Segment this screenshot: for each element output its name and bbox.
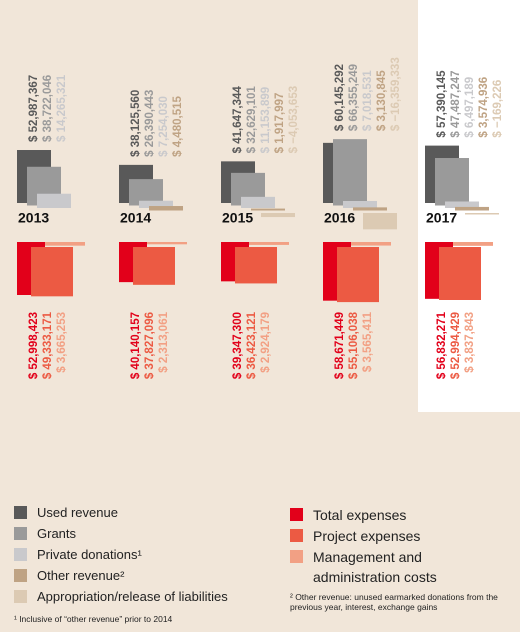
revenue-value-label: $ −16,359,333 bbox=[390, 57, 402, 131]
revenue-bar bbox=[363, 213, 397, 230]
legend-item: Used revenue bbox=[14, 505, 264, 520]
revenue-bar bbox=[241, 196, 275, 208]
revenue-bar bbox=[37, 193, 71, 208]
legend-label: Management and administration costs bbox=[313, 549, 437, 585]
revenue-bar bbox=[139, 200, 173, 208]
expense-bar bbox=[249, 242, 289, 245]
revenue-value-label: $ 38,722,046 bbox=[42, 75, 54, 142]
expense-value-label: $ 39,347,300 bbox=[232, 312, 244, 379]
footnote: ² Other revenue: unused earmarked donati… bbox=[290, 592, 498, 612]
expense-bar bbox=[235, 247, 277, 284]
legend-swatch bbox=[14, 590, 27, 603]
legend-item: Management and administration costs bbox=[290, 547, 460, 587]
year-label: 2014 bbox=[120, 210, 151, 226]
legend-label: Project expenses bbox=[313, 528, 421, 544]
revenue-bar bbox=[261, 213, 295, 218]
revenue-value-label: $ 4,480,515 bbox=[172, 96, 184, 157]
revenue-bar bbox=[333, 139, 367, 206]
expense-value-label: $ 2,313,061 bbox=[158, 311, 170, 372]
legend-item: Total expenses bbox=[290, 505, 460, 525]
expense-bar bbox=[453, 242, 493, 246]
legend-item: Project expenses bbox=[290, 526, 460, 546]
expense-bar bbox=[439, 247, 481, 300]
expense-value-label: $ 2,924,179 bbox=[260, 312, 272, 373]
revenue-value-label: $ 57,390,145 bbox=[436, 70, 448, 138]
revenue-value-label: $ −4,053,653 bbox=[288, 86, 300, 153]
revenue-value-label: $ 14,265,321 bbox=[56, 74, 68, 142]
expense-value-label: $ 55,106,038 bbox=[348, 311, 360, 379]
expense-value-label: $ 40,140,157 bbox=[130, 312, 142, 379]
legend-swatch bbox=[14, 569, 27, 582]
legend-swatch bbox=[14, 506, 27, 519]
revenue-value-label: $ 66,355,249 bbox=[348, 64, 360, 131]
revenue-bar bbox=[465, 213, 499, 215]
legend-item: Other revenue² bbox=[14, 568, 264, 583]
revenue-value-label: $ −169,226 bbox=[492, 80, 504, 138]
expense-bar bbox=[337, 247, 379, 303]
expense-value-label: $ 3,565,411 bbox=[362, 311, 374, 372]
expense-value-label: $ 36,423,121 bbox=[246, 311, 258, 379]
revenue-bar bbox=[353, 207, 387, 211]
legend-label: Grants bbox=[37, 526, 77, 541]
legend-item: Private donations¹ bbox=[14, 547, 264, 562]
revenue-value-label: $ 52,987,367 bbox=[28, 75, 40, 142]
expense-value-label: $ 56,832,271 bbox=[436, 311, 448, 379]
legend-swatch bbox=[14, 548, 27, 561]
revenue-bar bbox=[435, 158, 469, 206]
legend-label: Total expenses bbox=[313, 507, 407, 523]
revenue-value-label: $ 6,497,189 bbox=[464, 77, 476, 138]
expense-value-label: $ 52,994,429 bbox=[450, 312, 462, 379]
revenue-value-label: $ 3,130,845 bbox=[376, 70, 388, 131]
expense-value-label: $ 52,998,423 bbox=[28, 312, 40, 379]
revenue-value-label: $ 32,629,101 bbox=[246, 86, 258, 154]
footnote: ¹ Inclusive of “other revenue” prior to … bbox=[14, 614, 173, 624]
expense-value-label: $ 3,665,253 bbox=[56, 312, 68, 373]
legend-swatch bbox=[14, 527, 27, 540]
revenue-bar bbox=[149, 206, 183, 211]
revenue-value-label: $ 11,153,899 bbox=[260, 87, 272, 154]
year-label: 2013 bbox=[18, 210, 49, 226]
expense-bar bbox=[31, 247, 73, 297]
revenue-bar bbox=[455, 206, 489, 211]
expense-bar bbox=[45, 242, 85, 246]
revenue-value-label: $ 3,574,936 bbox=[478, 77, 490, 138]
expense-value-label: $ 58,671,449 bbox=[334, 312, 346, 379]
revenue-bar bbox=[445, 201, 479, 208]
expense-value-label: $ 37,827,096 bbox=[144, 312, 156, 379]
expense-bar bbox=[133, 247, 175, 285]
revenue-value-label: $ 7,018,531 bbox=[362, 70, 374, 131]
legend-label: Private donations¹ bbox=[37, 547, 142, 562]
expense-value-label: $ 49,333,171 bbox=[42, 311, 54, 379]
revenue-value-label: $ 26,390,443 bbox=[144, 90, 156, 157]
revenue-value-label: $ 7,254,030 bbox=[158, 96, 170, 157]
revenue-value-label: $ 41,647,344 bbox=[232, 86, 244, 154]
legend-label: Other revenue² bbox=[37, 568, 125, 583]
legend-label: Used revenue bbox=[37, 505, 118, 520]
year-label: 2016 bbox=[324, 210, 355, 226]
revenue-value-label: $ 47,487,247 bbox=[450, 70, 462, 137]
legend-label: Appropriation/release of liabilities bbox=[37, 589, 228, 604]
legend-swatch bbox=[290, 529, 303, 542]
revenue-value-label: $ 1,917,997 bbox=[274, 93, 286, 154]
year-label: 2017 bbox=[426, 210, 457, 226]
revenue-bar bbox=[251, 208, 285, 211]
expense-bar bbox=[351, 242, 391, 246]
expense-bar bbox=[147, 242, 187, 245]
revenue-bar bbox=[343, 200, 377, 208]
revenue-value-label: $ 60,145,292 bbox=[334, 64, 346, 131]
legend-swatch bbox=[290, 508, 303, 521]
legend-item: Appropriation/release of liabilities bbox=[14, 589, 264, 604]
revenue-value-label: $ 38,125,560 bbox=[130, 90, 142, 157]
expense-value-label: $ 3,837,843 bbox=[464, 312, 476, 373]
legend-item: Grants bbox=[14, 526, 264, 541]
year-label: 2015 bbox=[222, 210, 253, 226]
legend-swatch bbox=[290, 550, 303, 563]
